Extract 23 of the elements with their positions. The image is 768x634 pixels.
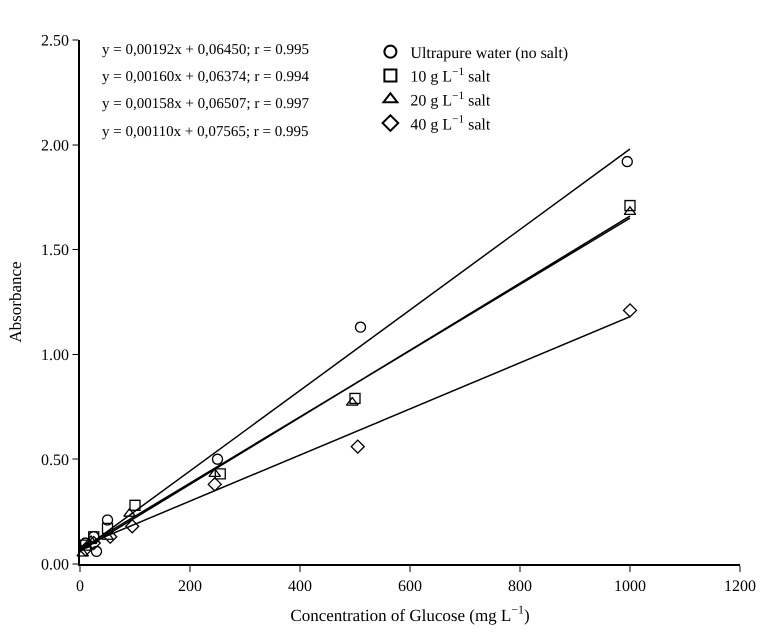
x-axis-title: Concentration of Glucose (mg L$^{−1}$): [290, 602, 530, 625]
x-tick-label: 200: [178, 578, 202, 595]
y-tick-label: 0.50: [41, 452, 70, 469]
legend-label: 10 g L$^{−1}$ salt: [410, 66, 491, 86]
annotation: y = 0,00110x + 0,07565; r = 0.995: [102, 124, 308, 140]
y-tick-label: 1.00: [41, 347, 70, 364]
x-tick-label: 600: [398, 578, 422, 595]
annotation: y = 0,00160x + 0,06374; r = 0.994: [102, 69, 310, 85]
x-tick-label: 400: [288, 578, 312, 595]
y-tick-label: 2.00: [41, 137, 70, 154]
y-axis-title: Absorbance: [6, 261, 26, 343]
y-tick-label: 0.00: [41, 556, 70, 574]
y-tick-label: 1.50: [41, 242, 70, 260]
x-tick-label: 800: [508, 578, 532, 595]
legend-label: 20 g L$^{−1}$ salt: [410, 90, 491, 110]
legend-label: 40 g L$^{−1}$ salt: [410, 114, 491, 134]
x-tick-label: 0: [76, 578, 84, 595]
y-tick-label: 2.50: [41, 32, 70, 50]
annotation: y = 0,00192x + 0,06450; r = 0.995: [102, 42, 310, 58]
legend-label: Ultrapure water (no salt): [410, 44, 568, 62]
x-tick-label: 1200: [724, 578, 756, 595]
x-tick-label: 1000: [614, 578, 646, 595]
annotation: y = 0,00158x + 0,06507; r = 0.997: [102, 96, 310, 112]
